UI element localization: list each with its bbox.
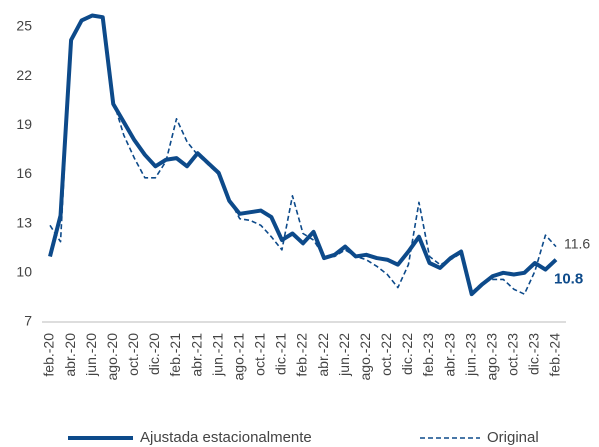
x-tick-label: feb.-22 <box>294 333 310 377</box>
x-tick-label: oct.-23 <box>505 333 521 376</box>
x-tick-label: jun.-22 <box>336 333 352 377</box>
x-tick-label: ago.-20 <box>104 333 120 381</box>
x-tick-label: abr.-21 <box>188 333 204 377</box>
x-tick-label: abr.-23 <box>441 333 457 377</box>
line-series <box>49 14 557 295</box>
x-tick-label: dic.-23 <box>526 333 542 375</box>
x-tick-label: dic.-22 <box>399 333 415 375</box>
x-tick-label: jun.-21 <box>209 333 225 377</box>
x-tick-label: jun.-23 <box>462 333 478 377</box>
line-series <box>48 13 558 297</box>
x-tick-label: ago.-22 <box>357 333 373 381</box>
x-tick-label: feb.-23 <box>420 333 436 377</box>
end-label: 10.8 <box>554 271 583 288</box>
x-tick-label: ago.-23 <box>483 333 499 381</box>
y-tick-label: 13 <box>16 214 32 230</box>
x-tick-label: oct.-21 <box>252 333 268 376</box>
legend-label: Ajustada estacionalmente <box>140 429 312 446</box>
x-tick-label: dic.-21 <box>273 333 289 375</box>
y-tick-label: 7 <box>24 313 32 329</box>
x-tick-label: feb.-24 <box>547 333 563 377</box>
y-tick-label: 22 <box>16 67 32 83</box>
x-tick-label: oct.-22 <box>378 333 394 376</box>
x-tick-label: dic.-20 <box>146 333 162 375</box>
x-tick-label: ago.-21 <box>230 333 246 381</box>
x-tick-label: feb.-21 <box>167 333 183 377</box>
y-tick-label: 19 <box>16 116 32 132</box>
x-tick-label: feb.-20 <box>41 333 57 377</box>
x-tick-label: jun.-20 <box>83 333 99 377</box>
x-tick-label: abr.-20 <box>62 333 78 377</box>
y-tick-label: 10 <box>16 264 32 280</box>
y-tick-label: 16 <box>16 165 32 181</box>
x-tick-label: oct.-20 <box>125 333 141 376</box>
y-tick-label: 25 <box>16 18 32 34</box>
x-tick-label: abr.-22 <box>315 333 331 377</box>
end-label: 11.6 <box>564 235 590 251</box>
legend-label: Original <box>487 429 539 446</box>
